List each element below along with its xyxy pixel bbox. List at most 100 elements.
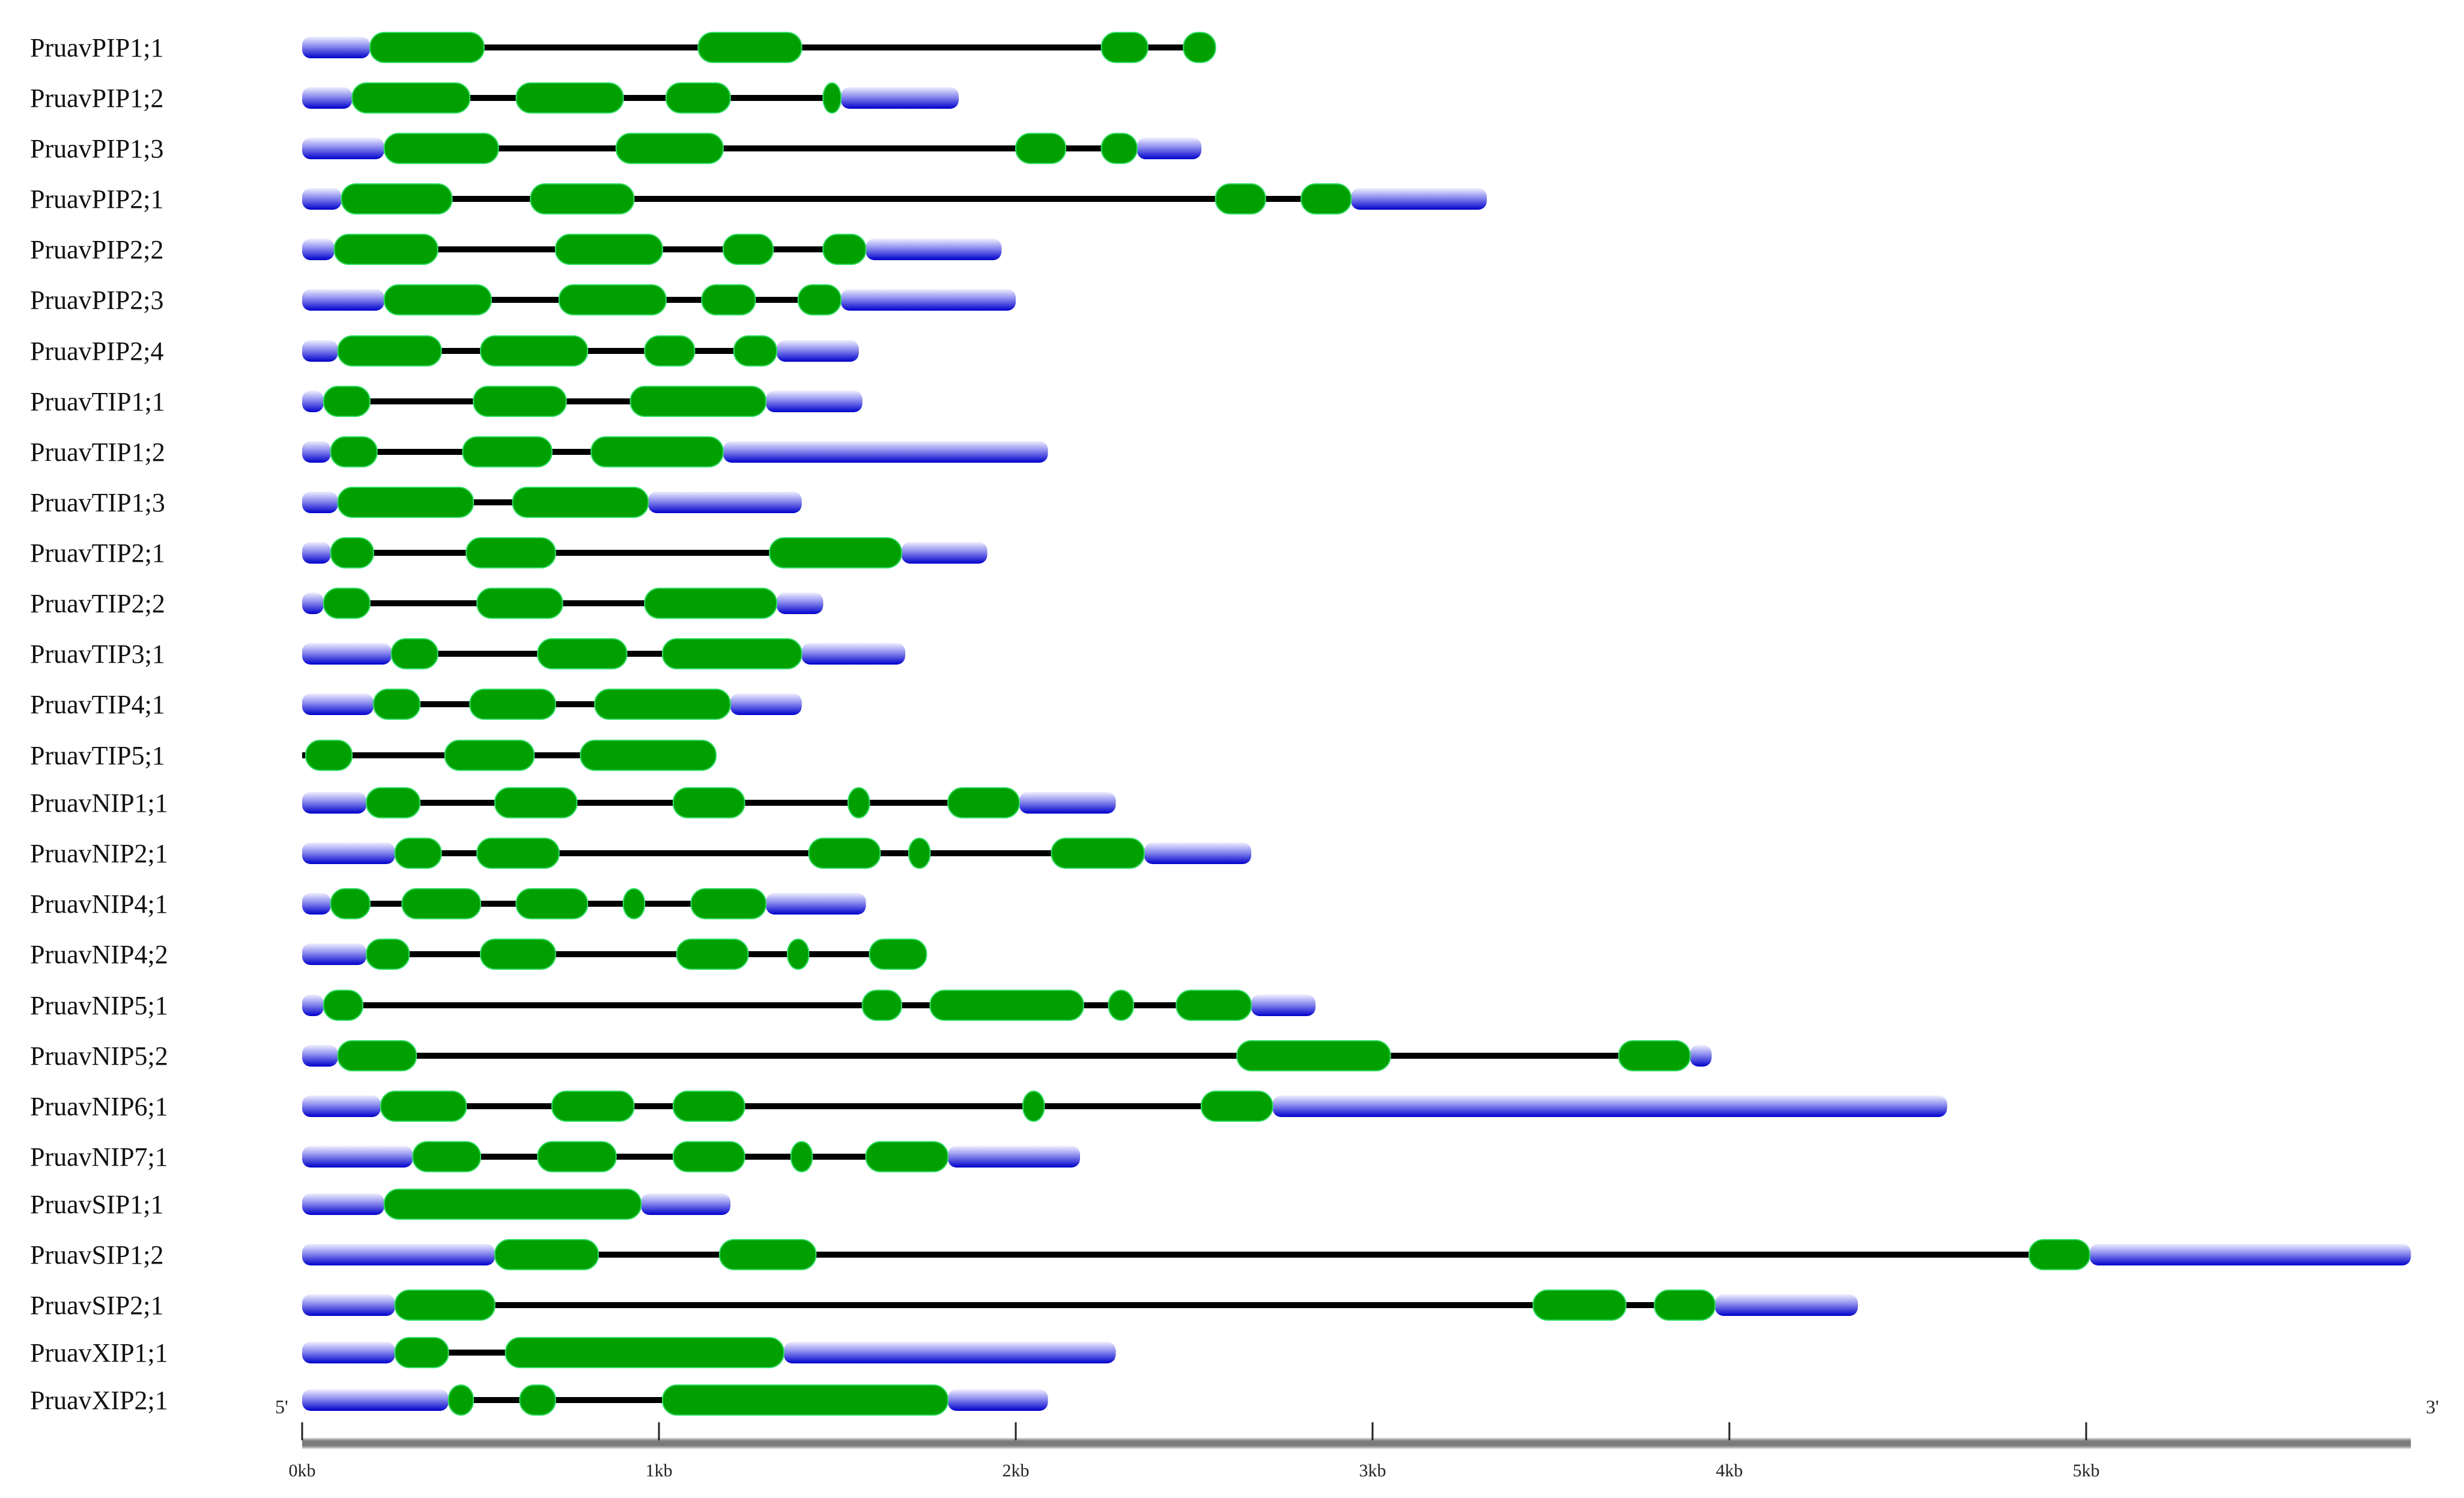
gene-label: PruavTIP2;2 xyxy=(30,589,165,618)
utr-block xyxy=(1272,1095,1947,1117)
gene-row: PruavPIP2;4 xyxy=(30,335,859,367)
cds-exon xyxy=(515,82,624,114)
cds-exon xyxy=(1618,1040,1691,1071)
five-prime-label: 5' xyxy=(275,1396,288,1417)
cds-exon xyxy=(676,939,749,970)
utr-block xyxy=(766,391,863,412)
gene-rows: PruavPIP1;1 PruavPIP1;2 PruavPIP1;3 PruavPI… xyxy=(30,32,2411,1416)
gene-label: PruavNIP5;2 xyxy=(30,1041,168,1071)
gene-row: PruavPIP1;1 xyxy=(30,32,1216,63)
utr-block xyxy=(302,188,342,210)
cds-exon xyxy=(1654,1289,1716,1321)
gene-row: PruavTIP5;1 xyxy=(30,740,717,771)
gene-row: PruavTIP1;1 xyxy=(30,386,863,417)
gene-row: PruavXIP2;1 xyxy=(30,1384,1048,1416)
cds-exon xyxy=(383,133,499,164)
axis-tick xyxy=(1015,1422,1017,1440)
gene-row: PruavSIP1;2 xyxy=(30,1239,2411,1270)
utr-block xyxy=(730,693,802,715)
utr-block xyxy=(777,340,859,362)
cds-exon xyxy=(630,386,767,417)
gene-row: PruavSIP1;1 xyxy=(30,1189,730,1220)
gene-label: PruavNIP5;1 xyxy=(30,991,168,1020)
cds-exon xyxy=(537,1141,617,1172)
cds-exon xyxy=(480,939,556,970)
cds-exon xyxy=(551,1091,635,1122)
cds-exon xyxy=(494,1239,599,1270)
gene-row: PruavTIP2;1 xyxy=(30,537,988,568)
utr-block xyxy=(901,542,988,564)
cds-exon xyxy=(448,1384,475,1416)
cds-exon xyxy=(337,487,475,518)
axis-tick xyxy=(1371,1422,1374,1440)
cds-exon xyxy=(908,838,931,869)
cds-exon xyxy=(554,234,663,265)
utr-block xyxy=(948,1389,1048,1411)
utr-block xyxy=(1715,1294,1858,1316)
kb-scale-axis: 0kb 1kb 2kb 3kb 4kb 5kb 5' 3' xyxy=(275,1396,2439,1481)
cds-exon xyxy=(2028,1239,2090,1270)
cds-exon xyxy=(476,588,563,619)
cds-exon xyxy=(1215,183,1266,215)
cds-exon xyxy=(383,1189,642,1220)
gene-row: PruavNIP4;1 xyxy=(30,888,866,919)
utr-block xyxy=(302,239,335,260)
utr-block xyxy=(302,138,384,159)
cds-exon xyxy=(515,888,589,919)
gene-label: PruavSIP2;1 xyxy=(30,1291,163,1320)
cds-exon xyxy=(466,537,556,568)
axis-tick xyxy=(658,1422,660,1440)
gene-row: PruavTIP1;2 xyxy=(30,436,1048,467)
utr-block xyxy=(302,592,324,614)
utr-block xyxy=(302,1389,449,1411)
cds-exon xyxy=(690,888,767,919)
utr-block xyxy=(302,391,324,412)
cds-exon xyxy=(1532,1289,1627,1321)
cds-exon xyxy=(462,436,553,467)
utr-block xyxy=(840,87,959,109)
utr-block xyxy=(1136,138,1201,159)
cds-exon xyxy=(615,133,724,164)
intron-line xyxy=(302,398,863,404)
cds-exon xyxy=(337,335,442,367)
cds-exon xyxy=(383,284,492,315)
axis-tick-label: 5kb xyxy=(2073,1461,2100,1481)
gene-row: PruavPIP2;3 xyxy=(30,284,1016,315)
gene-label: PruavPIP2;4 xyxy=(30,336,163,366)
cds-exon xyxy=(401,888,481,919)
utr-block xyxy=(641,1193,730,1215)
cds-exon xyxy=(580,740,717,771)
utr-block xyxy=(723,441,1048,463)
cds-exon xyxy=(847,787,870,818)
axis-line xyxy=(302,1438,2411,1449)
cds-exon xyxy=(786,939,810,970)
cds-exon xyxy=(1051,838,1145,869)
axis-tick-label: 3kb xyxy=(1359,1461,1386,1481)
utr-block xyxy=(302,87,353,109)
cds-exon xyxy=(1183,32,1216,63)
cds-exon xyxy=(1300,183,1352,215)
utr-block xyxy=(302,943,366,965)
gene-label: PruavSIP1;1 xyxy=(30,1190,163,1219)
utr-block xyxy=(302,643,392,665)
gene-row: PruavTIP4;1 xyxy=(30,689,802,720)
utr-block xyxy=(2089,1244,2411,1265)
utr-block xyxy=(1144,842,1252,864)
cds-exon xyxy=(797,284,842,315)
gene-row: PruavXIP1;1 xyxy=(30,1337,1116,1368)
gene-row: PruavPIP2;1 xyxy=(30,183,1487,215)
gene-row: PruavNIP7;1 xyxy=(30,1141,1080,1172)
cds-exon xyxy=(330,537,374,568)
cds-exon xyxy=(505,1337,784,1368)
cds-exon xyxy=(672,1091,745,1122)
cds-exon xyxy=(665,82,731,114)
gene-label: PruavXIP2;1 xyxy=(30,1386,168,1415)
cds-exon xyxy=(869,939,927,970)
axis-tick xyxy=(2085,1422,2087,1440)
cds-exon xyxy=(333,234,438,265)
cds-exon xyxy=(1200,1091,1273,1122)
cds-exon xyxy=(337,1040,417,1071)
gene-row: PruavPIP1;2 xyxy=(30,82,959,114)
cds-exon xyxy=(769,537,902,568)
utr-block xyxy=(302,1045,338,1067)
